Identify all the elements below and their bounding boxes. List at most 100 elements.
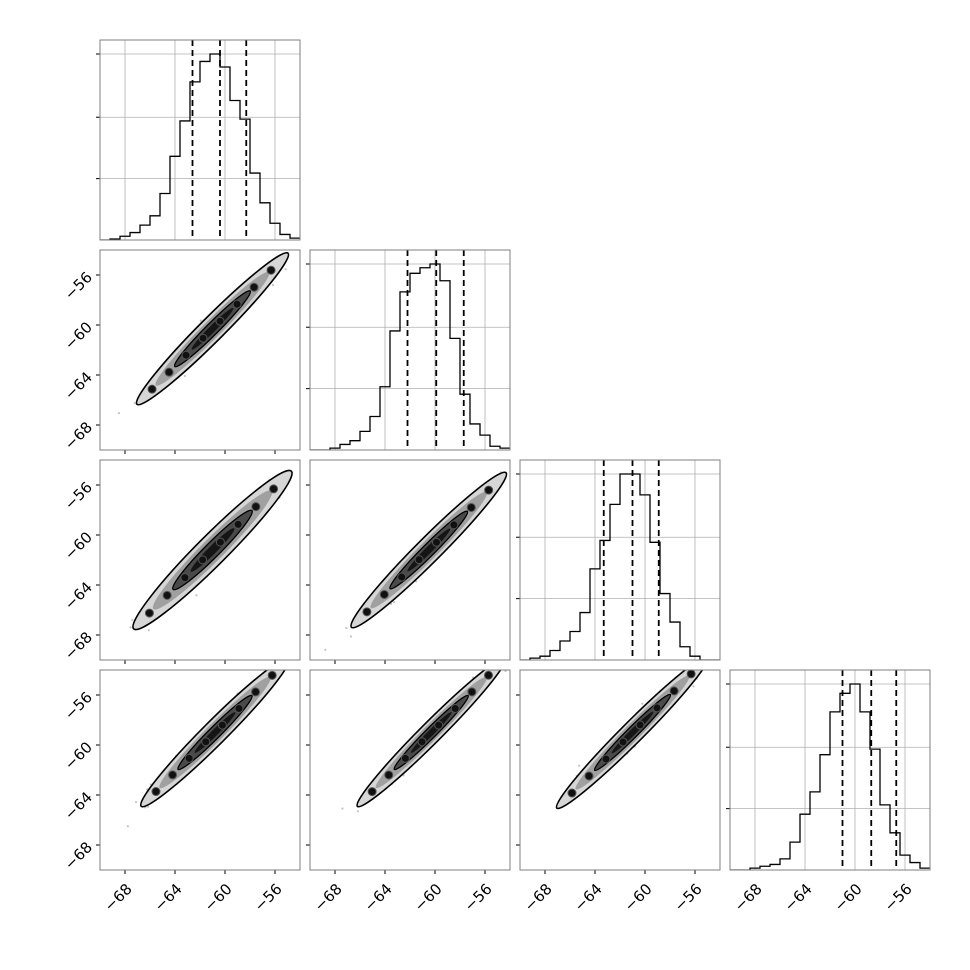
density-peak <box>379 589 389 599</box>
density-peak <box>384 770 394 780</box>
x-tick-label: −64 <box>571 880 606 915</box>
panel-r0-c0 <box>96 39 301 241</box>
sample-point <box>146 805 150 808</box>
core-blobs <box>367 670 494 797</box>
density-peak <box>181 350 191 360</box>
density-peak <box>267 670 277 680</box>
density-peak <box>467 687 477 697</box>
sample-point <box>283 667 285 669</box>
sample-point <box>356 810 360 813</box>
sample-point <box>701 665 703 667</box>
y-tick-label: −60 <box>61 318 96 353</box>
sample-point <box>117 411 121 415</box>
x-tick-label: −56 <box>251 880 286 915</box>
density-peak <box>144 608 154 618</box>
density-peak <box>686 670 696 679</box>
density-peak <box>601 754 611 764</box>
panel-r1-c0 <box>96 249 301 454</box>
sample-point <box>129 626 132 629</box>
y-tick-label: −60 <box>61 738 96 773</box>
density-group <box>129 457 302 632</box>
y-tick-label: −56 <box>61 688 96 723</box>
sample-point <box>641 702 644 705</box>
panel-r2-c1 <box>306 459 511 664</box>
sample-point <box>504 670 507 673</box>
sample-point <box>134 800 138 804</box>
density-peak <box>151 787 161 797</box>
panel-frame <box>729 669 931 871</box>
density-peak <box>198 333 208 343</box>
density-peak <box>400 753 410 763</box>
x-tick-label: −68 <box>311 880 346 915</box>
density-peak <box>217 720 227 730</box>
panel-r1-c1 <box>306 249 511 451</box>
sample-point <box>147 629 150 632</box>
density-group <box>555 662 710 810</box>
density-peak <box>567 788 577 798</box>
density-peak <box>198 555 208 565</box>
panel-r3-c1 <box>306 665 511 874</box>
density-peak <box>635 720 645 730</box>
panel-frame <box>99 39 301 241</box>
x-tick-label: −60 <box>621 880 656 915</box>
y-tick-label: −56 <box>61 268 96 303</box>
density-peak <box>168 770 178 780</box>
core-blobs <box>151 670 277 797</box>
panel-r3-c3 <box>726 669 931 871</box>
density-peak <box>367 787 377 797</box>
density-peak <box>449 520 459 530</box>
sample-point <box>300 457 302 459</box>
panel-r2-c0 <box>96 457 302 664</box>
density-peak <box>215 316 225 326</box>
panel-frame <box>309 669 511 871</box>
density-peak <box>201 737 211 747</box>
density-group <box>126 667 291 828</box>
x-tick-label: −60 <box>201 880 236 915</box>
x-tick-label: −64 <box>361 880 396 915</box>
sample-point <box>271 284 275 287</box>
density-peak <box>147 384 157 394</box>
x-tick-label: −56 <box>881 880 916 915</box>
density-peak <box>233 519 243 529</box>
sample-point <box>126 825 129 828</box>
density-peak <box>162 590 172 600</box>
panel-r3-c0 <box>96 667 301 874</box>
histogram-series <box>310 263 510 450</box>
x-tick-label: −68 <box>731 880 766 915</box>
sample-point <box>699 662 701 664</box>
y-tick-label: −60 <box>61 528 96 563</box>
sample-point <box>199 319 202 322</box>
core-blobs <box>144 484 279 618</box>
core-blobs <box>567 670 696 798</box>
panel-frame <box>519 459 721 661</box>
panel-frame <box>519 669 721 871</box>
core-blobs <box>362 485 494 617</box>
density-peak <box>249 282 259 292</box>
density-peak <box>466 502 476 512</box>
density-peak <box>584 771 594 781</box>
sample-point <box>345 626 348 630</box>
panel-frame <box>99 669 301 871</box>
sample-point <box>493 665 495 667</box>
sample-point <box>183 374 186 378</box>
histogram-series <box>520 473 720 660</box>
sample-point <box>324 648 327 651</box>
y-tick-label: −68 <box>61 628 96 663</box>
sample-point <box>341 807 344 810</box>
y-tick-label: −56 <box>61 478 96 513</box>
density-peak <box>417 737 427 747</box>
panel-r3-c2 <box>516 662 721 874</box>
density-peak <box>215 537 225 547</box>
panel-frame <box>99 459 301 661</box>
density-peak <box>414 555 424 565</box>
density-peak <box>397 572 407 582</box>
sample-point <box>131 618 134 621</box>
sample-point <box>390 602 393 605</box>
density-peak <box>450 703 460 713</box>
x-tick-label: −64 <box>151 880 186 915</box>
density-group <box>341 665 507 813</box>
x-tick-label: −56 <box>671 880 706 915</box>
density-peak <box>164 367 174 377</box>
sample-point <box>578 764 581 767</box>
